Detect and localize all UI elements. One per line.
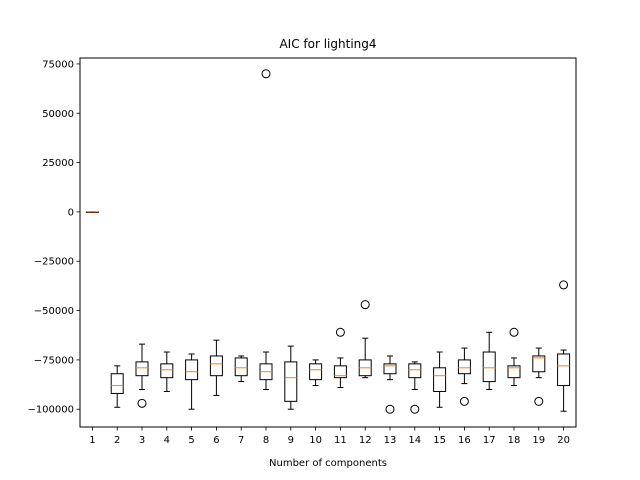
box-4: [160, 351, 174, 392]
outlier-point: [385, 404, 395, 414]
x-tick-label: 5: [188, 435, 194, 446]
box-iqr: [457, 359, 471, 375]
box-iqr: [557, 353, 571, 387]
y-tick-label: 75000: [42, 59, 74, 70]
y-tick-label: −100000: [27, 405, 74, 416]
box-18: [507, 327, 521, 387]
x-tick-label: 14: [408, 435, 421, 446]
x-tick-label: 20: [557, 435, 570, 446]
x-tick-label: 15: [433, 435, 446, 446]
box-5: [185, 353, 199, 410]
x-axis: 1 2 3 4 5 6 7 8 9 10 11 12 13 14 15 16 17 18 19 20: [89, 427, 570, 446]
box-2: [110, 365, 124, 408]
plot-area: [85, 69, 571, 414]
y-tick-label: −50000: [34, 306, 74, 317]
box-1: [85, 211, 99, 214]
box-17: [482, 331, 496, 391]
outlier-point: [559, 280, 569, 290]
box-iqr: [433, 367, 447, 392]
box-7: [234, 355, 248, 383]
x-tick-label: 2: [114, 435, 120, 446]
box-iqr: [383, 363, 397, 375]
outlier-point: [534, 396, 544, 406]
box-13: [383, 355, 397, 414]
outlier-point: [459, 396, 469, 406]
box-14: [408, 361, 422, 414]
box-3: [135, 343, 149, 408]
box-iqr: [160, 363, 174, 379]
box-20: [557, 280, 571, 412]
x-axis-label: Number of components: [269, 458, 387, 469]
box-iqr: [234, 357, 248, 377]
y-tick-label: 25000: [42, 158, 74, 169]
x-tick-label: 11: [334, 435, 347, 446]
box-12: [358, 300, 372, 379]
outlier-point: [360, 300, 370, 310]
box-10: [309, 359, 323, 387]
x-tick-label: 1: [89, 435, 95, 446]
x-tick-label: 4: [164, 435, 170, 446]
chart-title: AIC for lighting4: [279, 37, 376, 51]
x-tick-label: 7: [238, 435, 244, 446]
x-tick-label: 16: [458, 435, 471, 446]
box-16: [457, 347, 471, 406]
x-tick-label: 18: [508, 435, 521, 446]
box-iqr: [408, 363, 422, 379]
y-tick-label: −75000: [34, 355, 74, 366]
box-11: [333, 327, 347, 389]
outlier-point: [261, 69, 271, 79]
outlier-point: [335, 327, 345, 337]
x-tick-label: 12: [359, 435, 372, 446]
y-tick-label: 50000: [42, 109, 74, 120]
box-15: [433, 351, 447, 408]
box-iqr: [507, 365, 521, 379]
x-tick-label: 3: [139, 435, 145, 446]
box-iqr: [333, 365, 347, 379]
x-tick-label: 6: [213, 435, 219, 446]
box-8: [259, 69, 273, 391]
x-tick-label: 10: [309, 435, 322, 446]
box-9: [284, 345, 298, 410]
box-iqr: [110, 373, 124, 394]
box-iqr: [185, 359, 199, 381]
box-iqr: [532, 355, 546, 373]
box-iqr: [309, 363, 323, 381]
x-tick-label: 17: [483, 435, 496, 446]
outlier-point: [509, 327, 519, 337]
x-tick-label: 19: [532, 435, 545, 446]
x-tick-label: 13: [384, 435, 397, 446]
x-tick-label: 9: [288, 435, 294, 446]
box-iqr: [135, 361, 149, 377]
axes-frame: [79, 57, 577, 428]
y-axis: 75000 50000 25000 0 −25000 −50000 −75000 −10000…: [27, 59, 80, 416]
y-tick-label: 0: [68, 207, 74, 218]
box-iqr: [284, 361, 298, 402]
outlier-point: [410, 404, 420, 414]
box-iqr: [209, 355, 223, 377]
box-6: [209, 339, 223, 396]
box-iqr: [482, 351, 496, 383]
y-tick-label: −25000: [34, 257, 74, 268]
outlier-point: [137, 398, 147, 408]
box-19: [532, 347, 546, 406]
x-tick-label: 8: [263, 435, 269, 446]
